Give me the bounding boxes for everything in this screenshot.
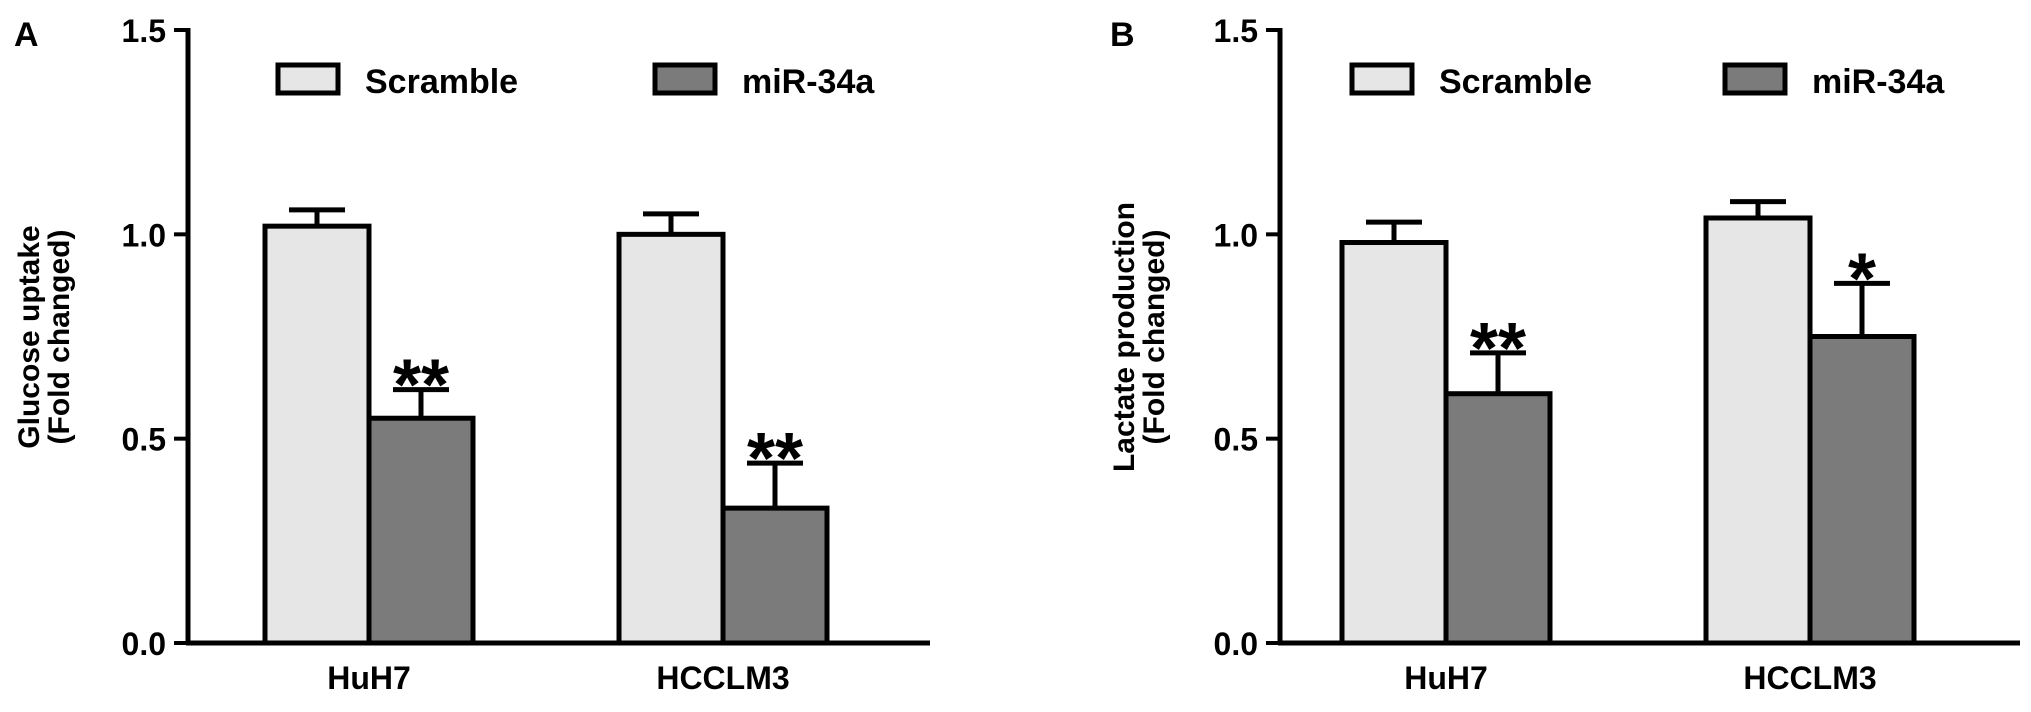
x-tick-label: HuH7 bbox=[1404, 660, 1488, 696]
bar-mir34a-huh7 bbox=[1443, 391, 1553, 646]
bar-scramble-huh7 bbox=[1339, 240, 1449, 646]
y-tick-label: 0.5 bbox=[122, 422, 166, 458]
y-tick-label: 1.5 bbox=[1214, 13, 1258, 49]
y-axis-label: (Fold changed) bbox=[43, 230, 76, 445]
legend-label: miR-34a bbox=[1812, 63, 1945, 101]
bar-scramble-hcclm3 bbox=[616, 231, 726, 646]
chart-panel-a: A 0.0 0.5 1.0 1.5 Glucose uptake(Fold changed… bbox=[13, 13, 930, 696]
legend-swatch-mir34a bbox=[1722, 62, 1788, 96]
x-tick-label: HCCLM3 bbox=[656, 660, 789, 696]
legend-swatch-scramble bbox=[275, 62, 341, 96]
legend-label: miR-34a bbox=[742, 63, 875, 101]
y-tick-label: 1.0 bbox=[1214, 217, 1258, 253]
panel-label: B bbox=[1110, 16, 1135, 54]
y-tick-label: 0.0 bbox=[122, 626, 166, 662]
legend-swatch-scramble bbox=[1349, 62, 1415, 96]
y-axis-label: (Fold changed) bbox=[1138, 230, 1171, 445]
bar-mir34a-hcclm3 bbox=[720, 505, 830, 646]
significance-marker: ** bbox=[747, 419, 803, 499]
significance-marker: * bbox=[1848, 239, 1876, 319]
legend-swatch-mir34a bbox=[652, 62, 718, 96]
y-axis-label: Lactate production bbox=[1108, 202, 1141, 472]
legend-label: Scramble bbox=[1439, 63, 1592, 101]
significance-marker: ** bbox=[393, 346, 449, 426]
bar-mir34a-huh7 bbox=[366, 415, 476, 646]
bar-scramble-hcclm3 bbox=[1703, 215, 1813, 646]
chart-panel-b: B 0.0 0.5 1.0 1.5 Lactate production(Fold cha… bbox=[1108, 13, 2020, 696]
significance-marker: ** bbox=[1470, 309, 1526, 389]
bar-scramble-huh7 bbox=[262, 223, 372, 646]
y-tick-label: 0.0 bbox=[1214, 626, 1258, 662]
x-tick-label: HCCLM3 bbox=[1743, 660, 1876, 696]
panel-label: A bbox=[14, 16, 39, 54]
y-tick-label: 1.5 bbox=[122, 13, 166, 49]
y-axis-label: Glucose uptake bbox=[13, 225, 46, 448]
y-tick-label: 1.0 bbox=[122, 217, 166, 253]
x-tick-label: HuH7 bbox=[327, 660, 411, 696]
y-tick-label: 0.5 bbox=[1214, 422, 1258, 458]
legend-label: Scramble bbox=[365, 63, 518, 101]
bar-mir34a-hcclm3 bbox=[1807, 334, 1917, 646]
